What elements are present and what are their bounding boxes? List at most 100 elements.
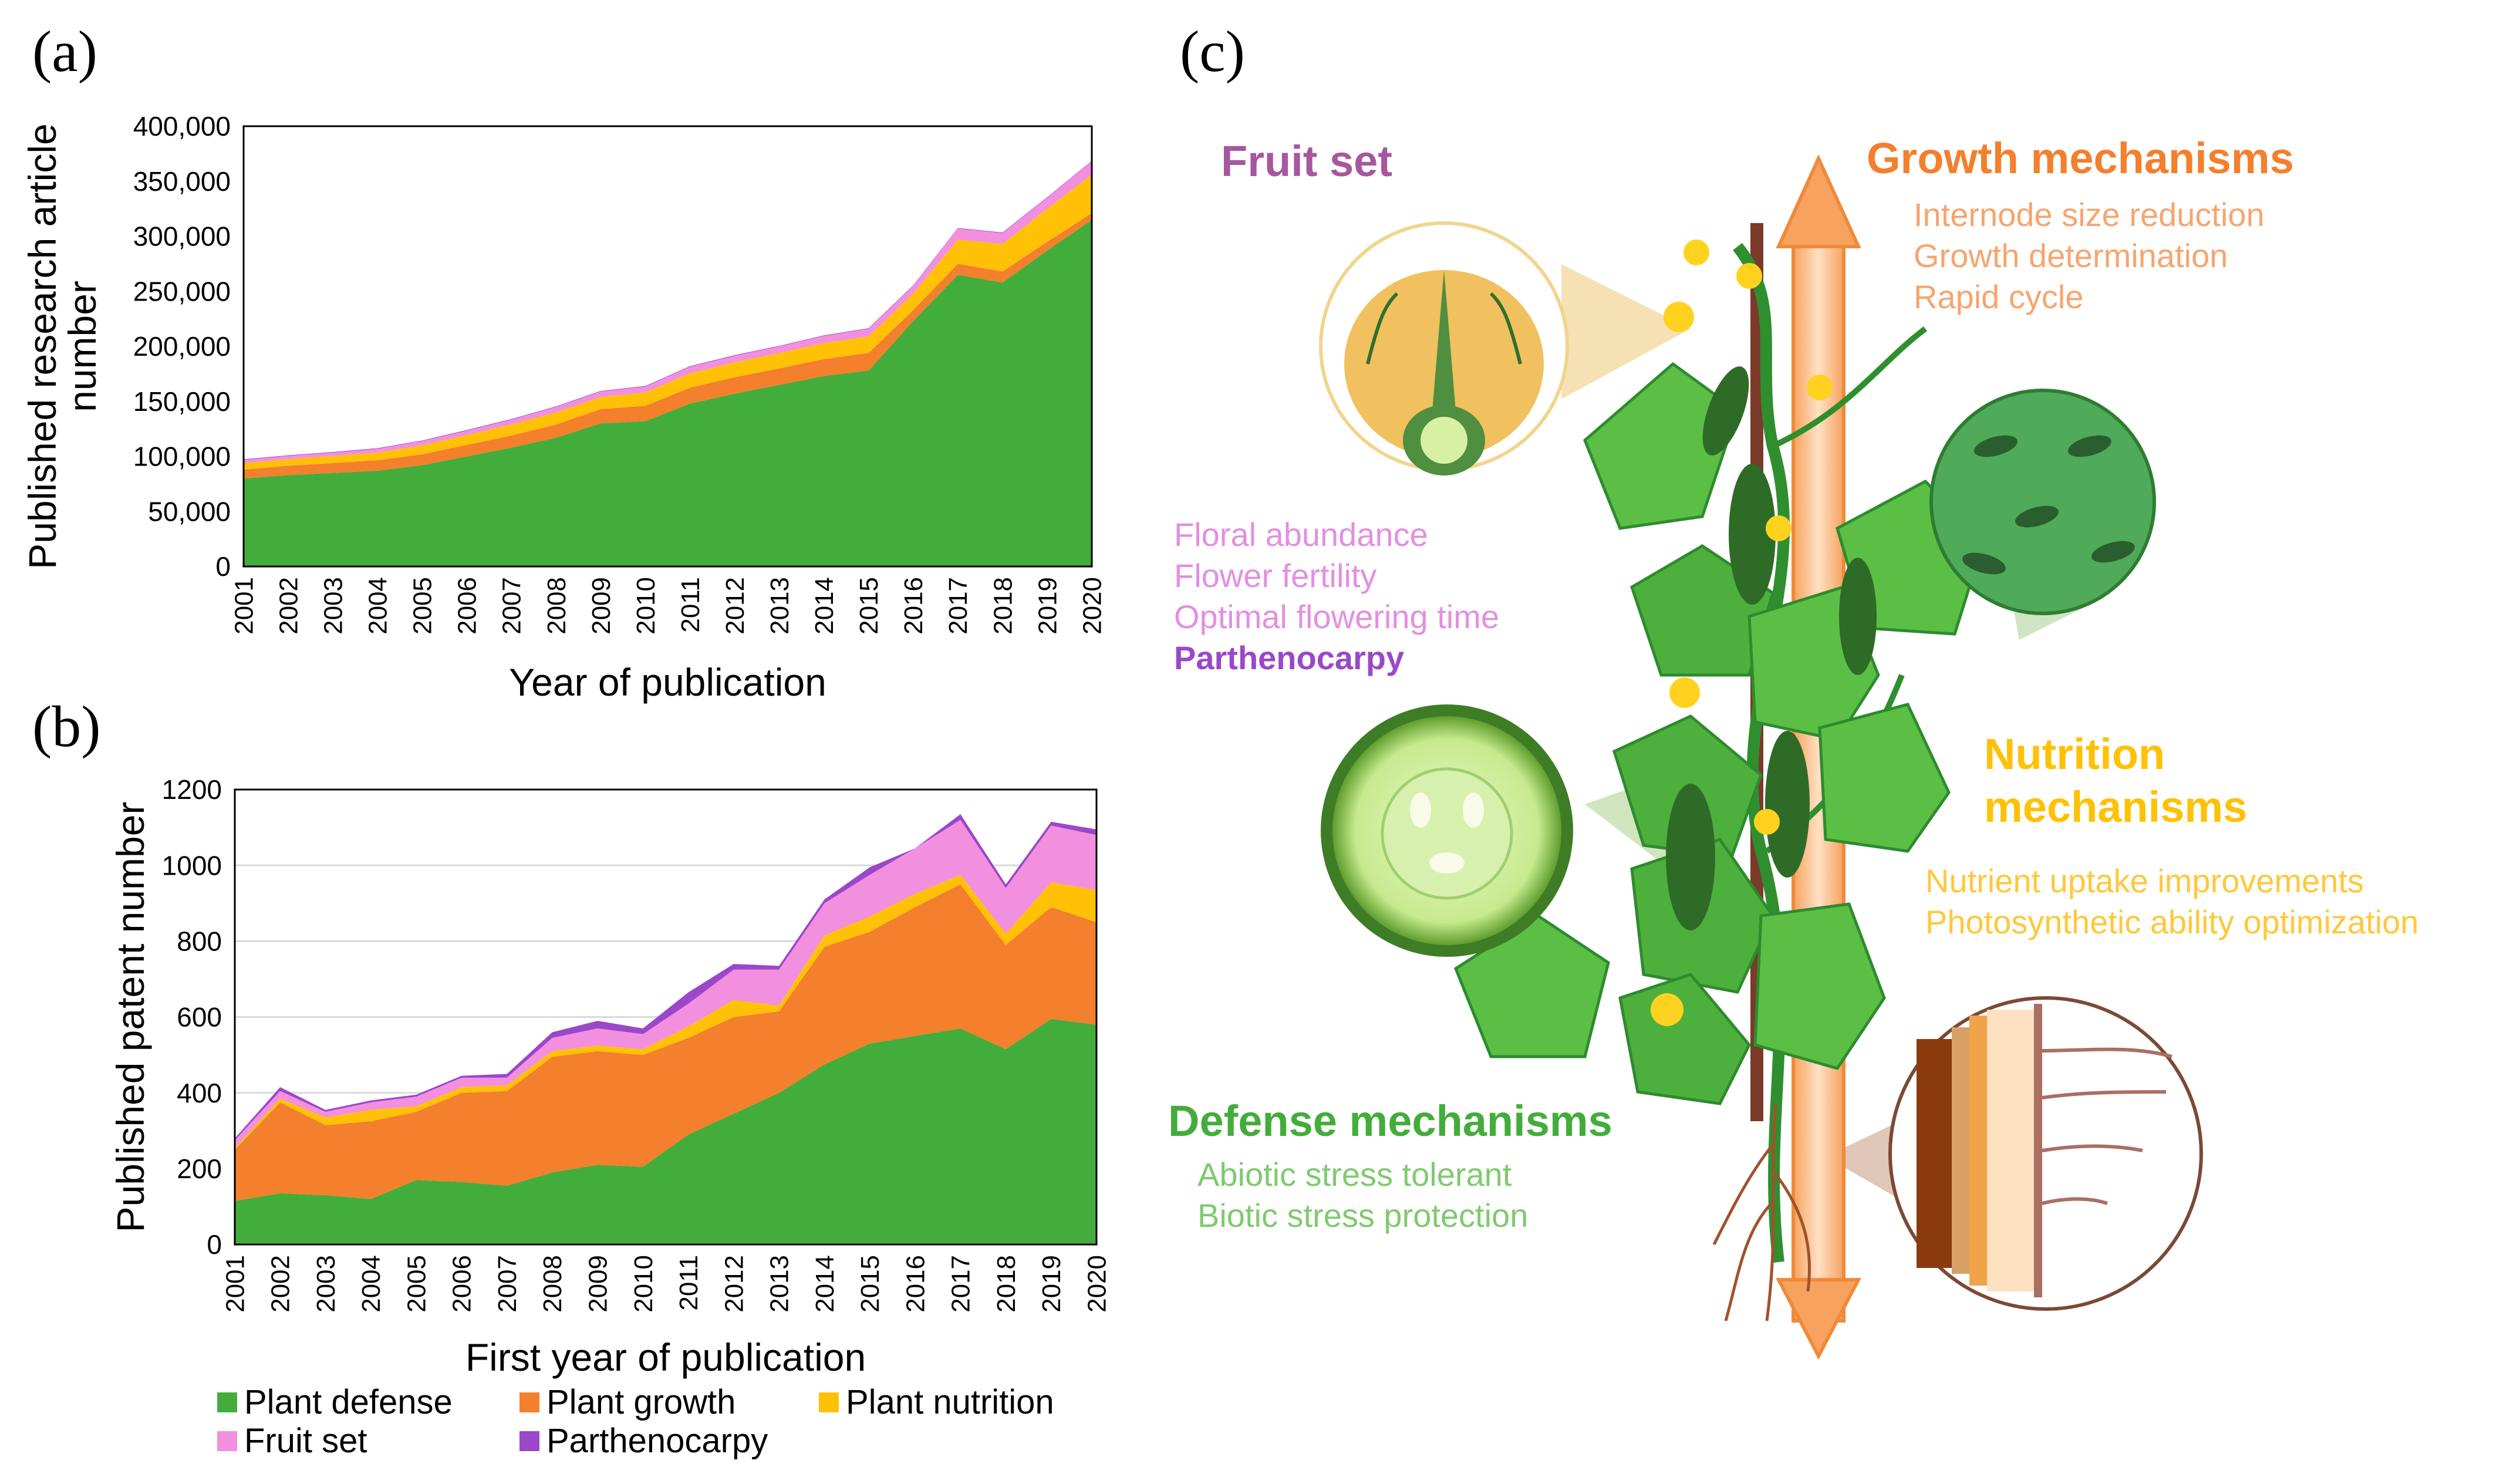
x-tick-label: 2004 (364, 577, 393, 635)
panel-label-c: (c) (1180, 19, 1245, 84)
x-tick-label: 2013 (765, 577, 794, 635)
x-tick-label: 2015 (856, 1255, 885, 1313)
x-tick-label: 2004 (357, 1255, 386, 1313)
leaf-stomata-icon (1929, 389, 2156, 615)
x-tick-label: 2008 (542, 577, 571, 635)
x-tick-label: 2014 (811, 1255, 839, 1313)
legend-label: Plant growth (546, 1383, 736, 1421)
legend-swatch (519, 1392, 539, 1412)
x-tick-label: 2008 (538, 1255, 567, 1313)
y-tick-label: 100,000 (133, 441, 231, 472)
legend-item-parthenocarpy: Parthenocarpy (519, 1421, 768, 1461)
y-axis-title-line1: Published research article (21, 123, 64, 569)
y-tick-label: 350,000 (133, 166, 231, 197)
x-tick-label: 2001 (221, 1255, 249, 1313)
legend-swatch (819, 1392, 839, 1412)
y-tick-label: 400 (177, 1078, 222, 1108)
root-cross-section-icon (1888, 996, 2203, 1311)
nutrition-title-line2: mechanisms (1984, 783, 2247, 831)
y-tick-label: 250,000 (133, 276, 231, 306)
flower-callout-cone (1561, 264, 1691, 399)
y-tick-label: 200,000 (133, 331, 231, 362)
fruit-set-highlight: Parthenocarpy (1174, 639, 1404, 676)
x-tick-label: 2010 (632, 577, 660, 635)
area-fruit-set (235, 819, 1097, 1148)
x-tick-label: 2016 (899, 577, 928, 635)
x-tick-label: 2002 (274, 577, 303, 635)
legend-item-fruit-set: Fruit set (217, 1421, 367, 1461)
legend-item-plant-defense: Plant defense (217, 1382, 453, 1422)
legend-label: Parthenocarpy (546, 1422, 768, 1460)
x-tick-label: 2002 (266, 1255, 295, 1313)
legend-label: Fruit set (244, 1422, 367, 1460)
y-axis-title: Published patent number (109, 802, 152, 1233)
nutrition-title-line1: Nutrition (1984, 730, 2165, 778)
area-parthenocarpy (235, 814, 1097, 1141)
fruit-set-title: Fruit set (1221, 137, 1392, 186)
fruit-set-item-2: Flower fertility (1174, 557, 1376, 594)
x-tick-label: 2006 (453, 577, 482, 635)
x-tick-label: 2017 (944, 577, 973, 635)
x-tick-label: 2014 (810, 577, 839, 635)
defense-title: Defense mechanisms (1168, 1097, 1612, 1145)
panel-label-b: (b) (32, 694, 101, 759)
plot-frame (234, 788, 1098, 1246)
x-tick-label: 2019 (1037, 1255, 1066, 1313)
y-tick-label: 0 (215, 551, 231, 582)
legend-swatch (217, 1431, 237, 1451)
x-tick-label: 2003 (312, 1255, 340, 1313)
x-tick-label: 2018 (988, 577, 1017, 635)
roots-icon (1712, 1103, 1811, 1321)
x-tick-label: 2007 (498, 577, 527, 635)
x-tick-label: 2017 (947, 1255, 976, 1313)
y-tick-label: 800 (177, 926, 222, 956)
defense-item-1: Abiotic stress tolerant (1197, 1156, 1512, 1193)
x-axis-title: First year of publication (465, 1335, 866, 1379)
y-axis-title-line2: number (60, 281, 104, 412)
x-tick-label: 2011 (676, 577, 705, 633)
x-tick-label: 2012 (721, 577, 750, 635)
x-tick-label: 2015 (855, 577, 883, 635)
x-tick-label: 2020 (1082, 1255, 1111, 1313)
x-tick-label: 2019 (1033, 577, 1062, 635)
area-plant-defense (235, 1018, 1097, 1244)
growth-item-2: Growth determination (1914, 237, 2228, 274)
x-tick-label: 2001 (230, 577, 258, 635)
area-plant-defense (244, 220, 1092, 566)
legend: Plant defense Plant growth Plant nutriti… (217, 1382, 1133, 1470)
nutrition-item-1: Nutrient uptake improvements (1925, 862, 2364, 899)
x-tick-label: 2012 (720, 1255, 748, 1313)
flower-cross-section-icon (1319, 221, 1569, 475)
area-plant-growth (235, 884, 1097, 1201)
x-tick-label: 2016 (901, 1255, 930, 1313)
fruit-set-item-3: Optimal flowering time (1174, 598, 1499, 635)
x-axis-title: Year of publication (509, 660, 826, 704)
plot-frame (242, 125, 1093, 568)
x-tick-label: 2018 (992, 1255, 1021, 1313)
x-tick-label: 2005 (409, 577, 437, 635)
growth-title: Growth mechanisms (1867, 134, 2294, 183)
x-tick-label: 2003 (319, 577, 348, 635)
x-tick-label: 2020 (1078, 577, 1106, 635)
legend-swatch (217, 1392, 237, 1412)
y-tick-label: 400,000 (133, 111, 231, 141)
x-tick-label: 2007 (493, 1255, 522, 1313)
panel-label-a: (a) (32, 19, 97, 84)
growth-item-3: Rapid cycle (1914, 278, 2083, 315)
x-tick-label: 2005 (402, 1255, 431, 1313)
fruit-set-item-1: Floral abundance (1174, 516, 1428, 553)
y-tick-label: 300,000 (133, 221, 231, 252)
legend-item-plant-nutrition: Plant nutrition (819, 1382, 1054, 1422)
x-tick-label: 2013 (765, 1255, 794, 1313)
y-tick-label: 50,000 (148, 496, 231, 527)
y-tick-label: 200 (177, 1154, 222, 1184)
y-tick-label: 150,000 (133, 386, 231, 417)
defense-item-2: Biotic stress protection (1197, 1197, 1528, 1234)
legend-label: Plant defense (244, 1383, 453, 1421)
legend-label: Plant nutrition (846, 1383, 1054, 1421)
legend-swatch (519, 1431, 539, 1451)
legend-item-plant-growth: Plant growth (519, 1382, 736, 1422)
y-tick-label: 1000 (162, 850, 222, 881)
y-tick-label: 600 (177, 1002, 222, 1033)
y-tick-label: 0 (207, 1229, 222, 1260)
